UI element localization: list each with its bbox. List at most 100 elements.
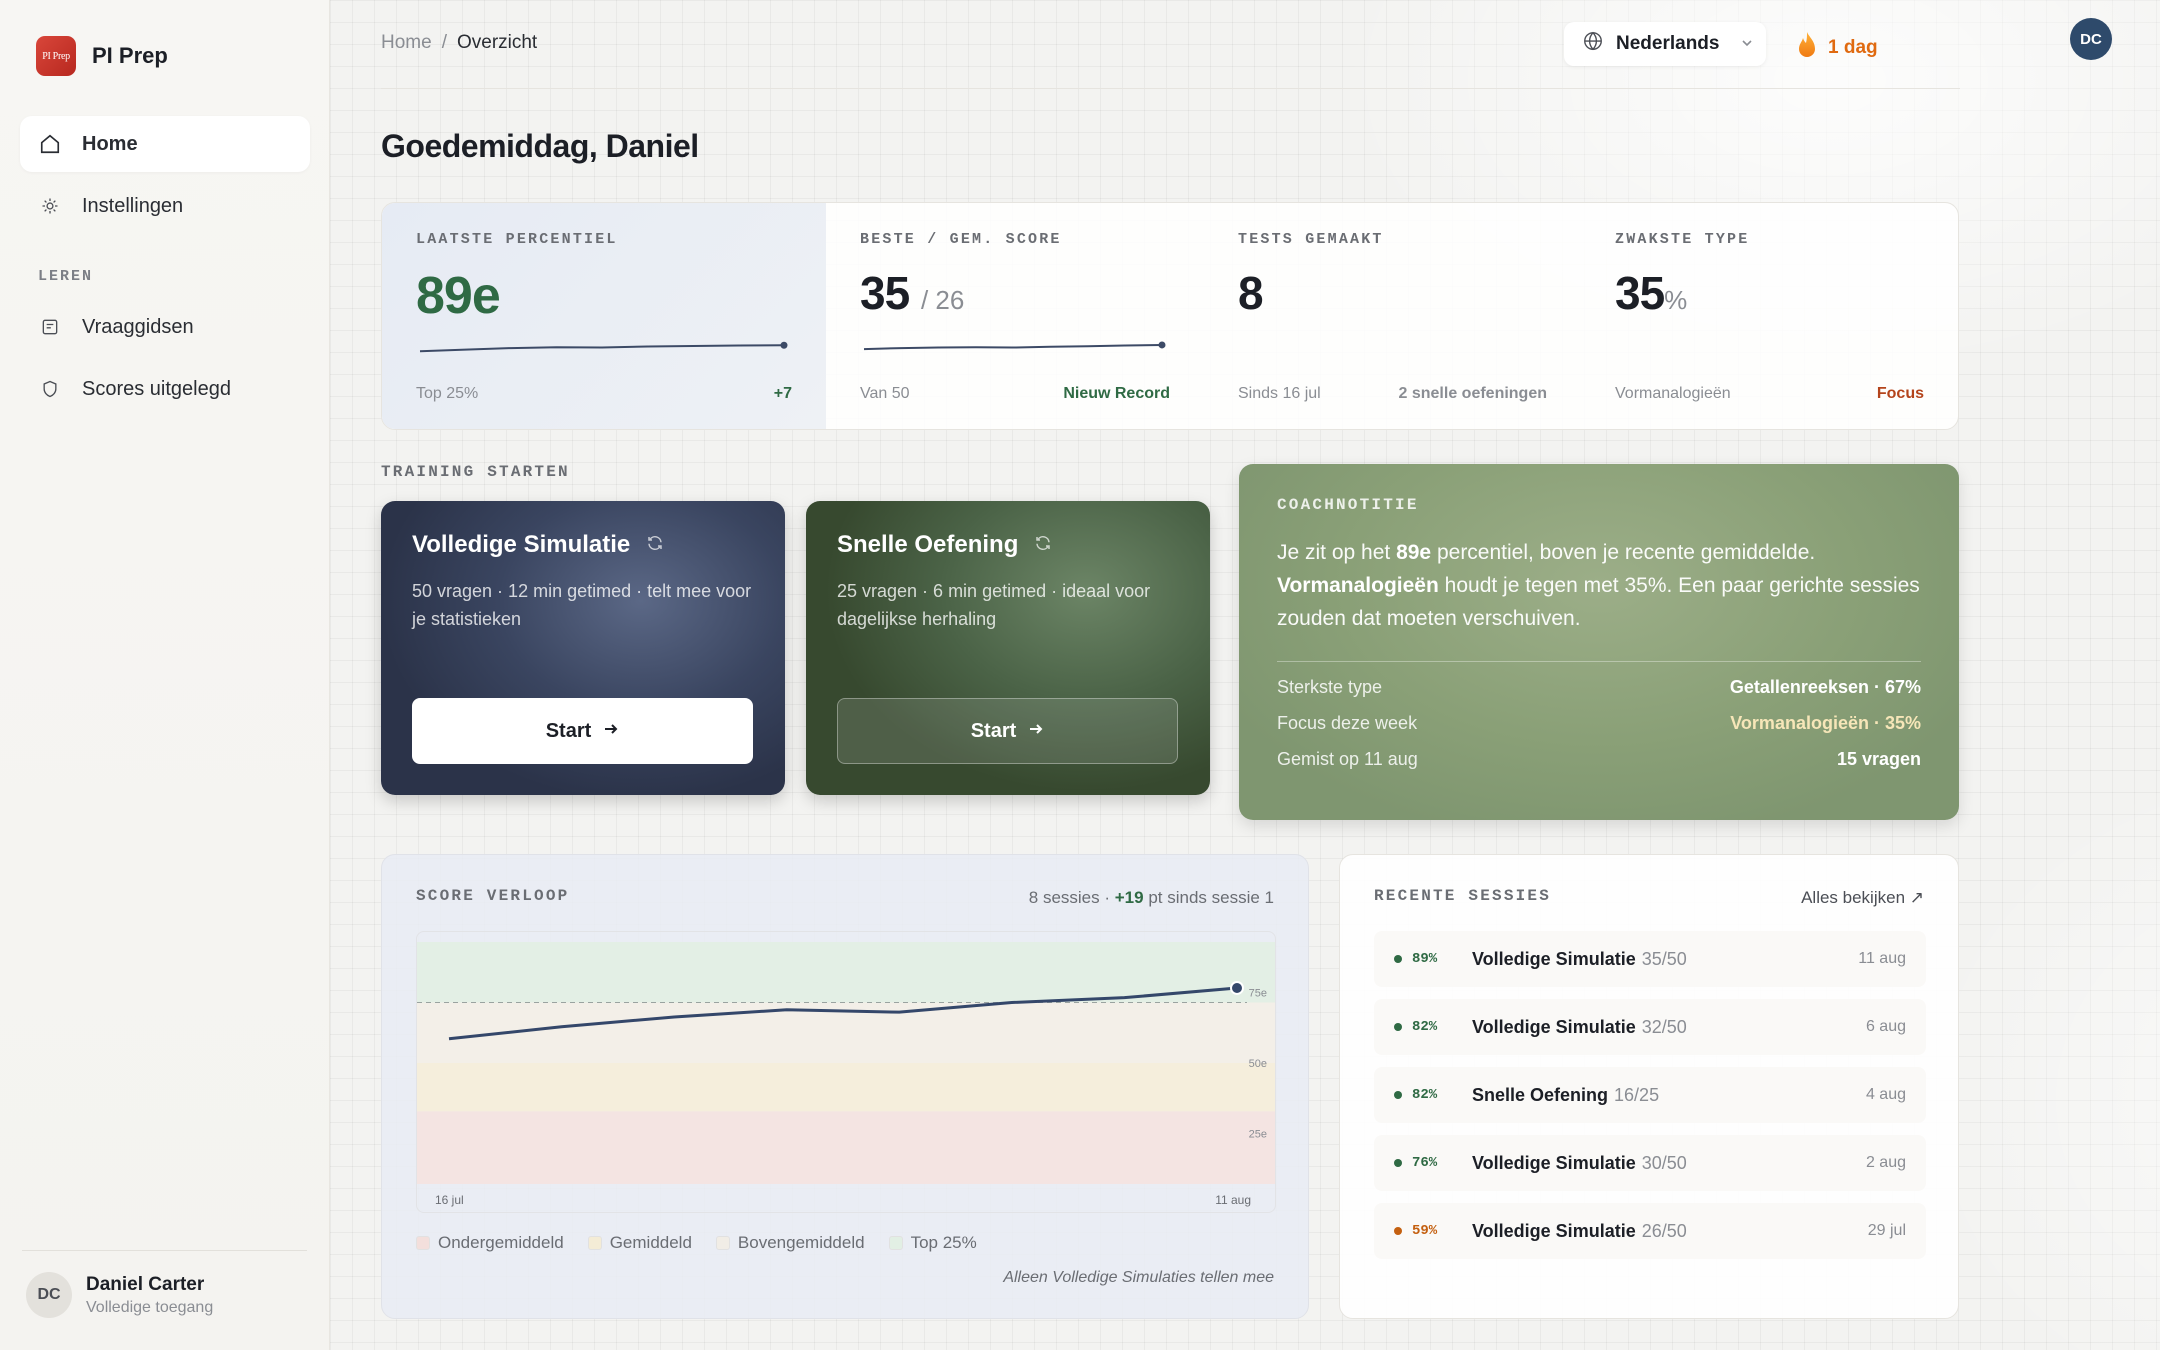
list-item[interactable]: 59% Volledige Simulatie 26/50 29 jul — [1374, 1203, 1926, 1259]
session-percentile: 76% — [1412, 1155, 1438, 1171]
card-description: 50 vragen · 12 min getimed · telt mee vo… — [412, 581, 752, 629]
coach-text-bold: 89e — [1396, 541, 1432, 564]
stat-footer-right: Nieuw Record — [1063, 385, 1170, 402]
session-score: 16/25 — [1614, 1084, 1660, 1105]
stat-footer: Van 50 Nieuw Record — [860, 385, 1170, 403]
stat-weakest-type[interactable]: ZWAKSTE TYPE 35% Vormanalogieën Focus — [1581, 203, 1958, 429]
button-label: Start — [545, 719, 592, 742]
stat-best-avg-score[interactable]: BESTE / GEM. SCORE 35 / 26 Van 50 Nieuw … — [826, 203, 1204, 429]
coach-label: COACHNOTITIE — [1277, 496, 1419, 514]
sidebar-item-settings[interactable]: Instellingen — [20, 178, 310, 234]
stat-tests-taken[interactable]: TESTS GEMAAKT 8 Sinds 16 jul 2 snelle oe… — [1204, 203, 1581, 429]
session-date: 6 aug — [1865, 1018, 1906, 1035]
start-quick-practice-button[interactable]: Start — [837, 698, 1178, 764]
stat-footer: Sinds 16 jul 2 snelle oefeningen — [1238, 385, 1547, 403]
sparkline-end-point — [780, 341, 788, 349]
chart-legend: Ondergemiddeld Gemiddeld Bovengemiddeld … — [416, 1233, 977, 1253]
stat-latest-percentile[interactable]: LAATSTE PERCENTIEL 89e Top 25% +7 — [382, 203, 826, 429]
chart-band — [417, 1002, 1275, 1063]
score-chart-svg: 75e 50e 25e 16 jul 11 aug — [417, 942, 1275, 1207]
sidebar-item-label: Instellingen — [82, 194, 184, 217]
stat-label: ZWAKSTE TYPE — [1615, 231, 1750, 248]
stat-footer: Vormanalogieën Focus — [1615, 385, 1924, 403]
session-percentile: 89% — [1412, 951, 1438, 967]
list-item[interactable]: 82% Snelle Oefening 16/25 4 aug — [1374, 1067, 1926, 1123]
session-name: Volledige Simulatie — [1472, 1152, 1636, 1173]
coach-text-part: percentiel, boven je recente gemiddelde. — [1431, 541, 1816, 564]
start-full-simulation-button[interactable]: Start — [412, 698, 753, 764]
stat-value: 8 — [1238, 267, 1264, 319]
avatar: DC — [26, 1272, 72, 1318]
stat-value-number: 35 — [1615, 267, 1665, 319]
list-item[interactable]: 76% Volledige Simulatie 30/50 2 aug — [1374, 1135, 1926, 1191]
stat-footer-right: +7 — [773, 385, 792, 402]
arrow-right-icon — [1028, 720, 1044, 743]
status-dot — [1394, 1227, 1402, 1235]
stat-label: TESTS GEMAAKT — [1238, 231, 1384, 248]
user-profile[interactable]: DC Daniel Carter Volledige toegang — [26, 1272, 213, 1318]
sidebar-item-label: Home — [82, 132, 138, 155]
score-latest-point[interactable] — [1230, 980, 1244, 995]
brand-logo: PI Prep — [36, 36, 76, 76]
sparkline-path — [419, 344, 785, 353]
streak-counter[interactable]: 1 dag — [1796, 30, 1878, 66]
chart-band — [417, 1111, 1275, 1184]
coach-text: Je zit op het 89e percentiel, boven je r… — [1277, 536, 1921, 635]
legend-swatch — [715, 1236, 730, 1250]
zone-label: 75e — [1249, 988, 1267, 1000]
home-icon — [38, 132, 62, 156]
section-label-training: TRAINING STARTEN — [381, 463, 570, 481]
zone-label: 25e — [1249, 1129, 1267, 1141]
stats-panel: LAATSTE PERCENTIEL 89e Top 25% +7 BESTE … — [381, 202, 1959, 430]
page-title: Goedemiddag, Daniel — [381, 128, 699, 164]
sidebar-item-home[interactable]: Home — [20, 116, 310, 172]
card-full-simulation[interactable]: Volledige Simulatie 50 vragen · 12 min g… — [381, 501, 785, 795]
sidebar-nav: Home Instellingen LEREN Vraaggidsen Scor… — [20, 116, 310, 423]
status-dot — [1394, 1023, 1402, 1031]
stat-value-number: 35 — [860, 267, 910, 319]
legend-item-average: Gemiddeld — [587, 1233, 692, 1253]
language-label: Nederlands — [1616, 33, 1720, 54]
language-selector[interactable]: Nederlands — [1564, 22, 1766, 66]
coach-divider — [1277, 661, 1921, 662]
legend-item-below-average: Ondergemiddeld — [416, 1233, 564, 1253]
coach-row-label: Focus deze week — [1277, 713, 1418, 733]
sidebar-item-question-guides[interactable]: Vraaggidsen — [20, 299, 310, 355]
coach-row-strongest: Sterkste type Getallenreeksen · 67% — [1277, 677, 1921, 698]
stat-footer-left: Van 50 — [860, 385, 910, 402]
arrow-right-icon — [603, 720, 619, 743]
stat-value-unit: % — [1664, 285, 1688, 315]
status-dot — [1394, 1091, 1402, 1099]
session-score: 30/50 — [1641, 1152, 1687, 1173]
list-item[interactable]: 82% Volledige Simulatie 32/50 6 aug — [1374, 999, 1926, 1055]
zone-label: 50e — [1249, 1058, 1267, 1070]
card-quick-practice[interactable]: Snelle Oefening 25 vragen · 6 min getime… — [806, 501, 1210, 795]
breadcrumb-home[interactable]: Home — [381, 32, 432, 53]
sparkline-end-point — [1158, 341, 1166, 349]
coach-stats: Sterkste type Getallenreeksen · 67% Focu… — [1277, 677, 1921, 770]
view-all-link[interactable]: Alles bekijken ↗ — [1801, 888, 1924, 907]
header-divider — [381, 88, 1960, 89]
session-date: 29 jul — [1867, 1222, 1906, 1239]
sparkline-score — [863, 341, 1166, 351]
avatar[interactable]: DC — [2070, 18, 2112, 60]
stat-value: 35 / 26 — [860, 266, 1170, 320]
legend-swatch — [587, 1236, 602, 1250]
chart-band — [417, 1063, 1275, 1112]
shield-icon — [38, 377, 62, 401]
stat-label: LAATSTE PERCENTIEL — [416, 231, 618, 248]
legend-item-top-25: Top 25% — [888, 1233, 977, 1253]
card-title-text: Volledige Simulatie — [412, 531, 631, 558]
chevron-down-icon — [1741, 36, 1753, 52]
recent-sessions-card: RECENTE SESSIES Alles bekijken ↗ 89% Voll… — [1339, 854, 1959, 1319]
legend-label: Ondergemiddeld — [438, 1233, 564, 1252]
card-label: SCORE VERLOOP — [416, 887, 570, 905]
refresh-icon — [646, 531, 664, 559]
stat-footer-left: Top 25% — [416, 385, 479, 402]
list-item[interactable]: 89% Volledige Simulatie 35/50 11 aug — [1374, 931, 1926, 987]
sidebar-item-scores-explained[interactable]: Scores uitgelegd — [20, 361, 310, 417]
session-percentile: 59% — [1412, 1223, 1438, 1239]
brand[interactable]: PI Prep PI Prep — [36, 36, 168, 76]
coach-row-label: Gemist op 11 aug — [1277, 749, 1418, 769]
coach-row-value: 15 vragen — [1836, 749, 1921, 769]
